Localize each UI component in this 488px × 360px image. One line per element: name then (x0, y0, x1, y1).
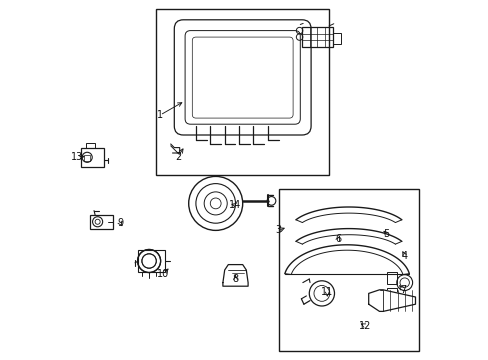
Bar (84, 155, 90, 161)
Text: 14: 14 (229, 200, 241, 210)
Bar (138, 250, 165, 272)
Bar (86, 143, 95, 148)
Polygon shape (368, 290, 415, 311)
FancyBboxPatch shape (185, 31, 300, 124)
Polygon shape (223, 265, 247, 286)
Text: 7: 7 (399, 285, 405, 295)
Bar (89, 215, 113, 229)
Text: 6: 6 (334, 234, 341, 244)
Text: 10: 10 (157, 269, 169, 279)
Bar (386, 288, 397, 302)
Text: 5: 5 (383, 229, 389, 239)
Text: 4: 4 (401, 251, 407, 261)
Bar (332, 33, 340, 44)
Text: 8: 8 (232, 274, 238, 284)
Text: 9: 9 (117, 218, 123, 228)
FancyBboxPatch shape (192, 37, 292, 118)
Bar (278, 189, 418, 351)
FancyBboxPatch shape (174, 20, 310, 135)
Bar (81, 148, 104, 167)
Text: 11: 11 (321, 287, 333, 297)
Text: 3: 3 (275, 225, 281, 235)
Text: 12: 12 (358, 321, 370, 331)
Bar (302, 27, 332, 47)
Bar (386, 272, 397, 284)
Text: 1: 1 (157, 110, 163, 120)
Text: 13: 13 (71, 152, 83, 162)
Text: 2: 2 (174, 152, 181, 162)
Bar (156, 9, 328, 175)
